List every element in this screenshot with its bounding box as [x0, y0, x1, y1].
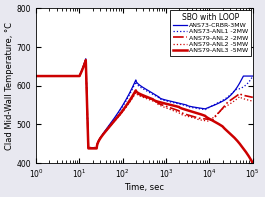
- ANS79-ANL3 -5MW: [127, 101, 130, 103]
- ANS79-ANL2 -2MW: [247, 95, 250, 98]
- ANS73-ANL1 -2MW: [72, 75, 75, 77]
- Legend: ANS73-CRBR-3MW, ANS73-ANL1 -2MW, ANS79-ANL2 -2MW, ANS79-ANL2 -5MW, ANS79-ANL3 -5: ANS73-CRBR-3MW, ANS73-ANL1 -2MW, ANS79-A…: [170, 10, 251, 56]
- ANS73-ANL1 -2MW: [247, 81, 250, 83]
- ANS73-CRBR-3MW: [118, 110, 121, 112]
- ANS79-ANL2 -2MW: [34, 75, 38, 77]
- ANS79-ANL3 -5MW: [224, 128, 227, 130]
- ANS79-ANL2 -5MW: [224, 106, 227, 108]
- ANS73-CRBR-3MW: [87, 146, 90, 149]
- ANS79-ANL3 -5MW: [72, 75, 75, 77]
- ANS73-CRBR-3MW: [224, 98, 227, 101]
- ANS79-ANL2 -2MW: [224, 104, 227, 106]
- ANS73-ANL1 -2MW: [251, 75, 254, 77]
- ANS79-ANL2 -5MW: [87, 146, 90, 149]
- ANS73-ANL1 -2MW: [34, 75, 38, 77]
- ANS79-ANL2 -2MW: [118, 114, 121, 116]
- ANS79-ANL2 -5MW: [72, 75, 75, 77]
- X-axis label: Time, sec: Time, sec: [125, 183, 165, 192]
- ANS79-ANL3 -5MW: [59, 75, 63, 77]
- Line: ANS79-ANL2 -2MW: ANS79-ANL2 -2MW: [36, 59, 253, 148]
- ANS79-ANL2 -5MW: [84, 59, 87, 62]
- ANS79-ANL3 -5MW: [84, 59, 87, 62]
- ANS73-ANL1 -2MW: [127, 95, 130, 97]
- ANS79-ANL2 -5MW: [59, 75, 63, 77]
- ANS79-ANL2 -2MW: [87, 146, 90, 149]
- ANS73-CRBR-3MW: [59, 75, 63, 77]
- ANS79-ANL2 -2MW: [127, 101, 130, 104]
- ANS79-ANL2 -5MW: [247, 99, 250, 101]
- ANS73-CRBR-3MW: [251, 75, 254, 77]
- Line: ANS79-ANL2 -5MW: ANS79-ANL2 -5MW: [36, 61, 253, 148]
- ANS79-ANL3 -5MW: [247, 155, 250, 157]
- ANS79-ANL3 -5MW: [118, 114, 121, 116]
- ANS79-ANL3 -5MW: [34, 75, 38, 77]
- ANS73-CRBR-3MW: [84, 58, 87, 60]
- Line: ANS73-ANL1 -2MW: ANS73-ANL1 -2MW: [36, 59, 253, 148]
- ANS73-ANL1 -2MW: [118, 111, 121, 113]
- ANS79-ANL2 -5MW: [251, 100, 254, 102]
- ANS73-ANL1 -2MW: [87, 146, 90, 149]
- ANS79-ANL3 -5MW: [251, 162, 254, 164]
- ANS79-ANL2 -2MW: [72, 75, 75, 77]
- ANS79-ANL2 -2MW: [59, 75, 63, 77]
- ANS79-ANL2 -5MW: [127, 102, 130, 105]
- ANS73-ANL1 -2MW: [224, 98, 227, 100]
- ANS73-CRBR-3MW: [72, 75, 75, 77]
- ANS73-CRBR-3MW: [34, 75, 38, 77]
- ANS79-ANL2 -2MW: [251, 96, 254, 98]
- Line: ANS73-CRBR-3MW: ANS73-CRBR-3MW: [36, 59, 253, 148]
- ANS73-CRBR-3MW: [127, 93, 130, 96]
- ANS79-ANL2 -5MW: [118, 115, 121, 117]
- ANS73-ANL1 -2MW: [84, 58, 87, 61]
- Y-axis label: Clad Mid-Wall Temperature, °C: Clad Mid-Wall Temperature, °C: [5, 22, 14, 150]
- ANS79-ANL2 -2MW: [84, 58, 87, 61]
- ANS73-CRBR-3MW: [247, 75, 250, 77]
- ANS73-ANL1 -2MW: [59, 75, 63, 77]
- Line: ANS79-ANL3 -5MW: ANS79-ANL3 -5MW: [36, 61, 253, 163]
- ANS79-ANL2 -5MW: [34, 75, 38, 77]
